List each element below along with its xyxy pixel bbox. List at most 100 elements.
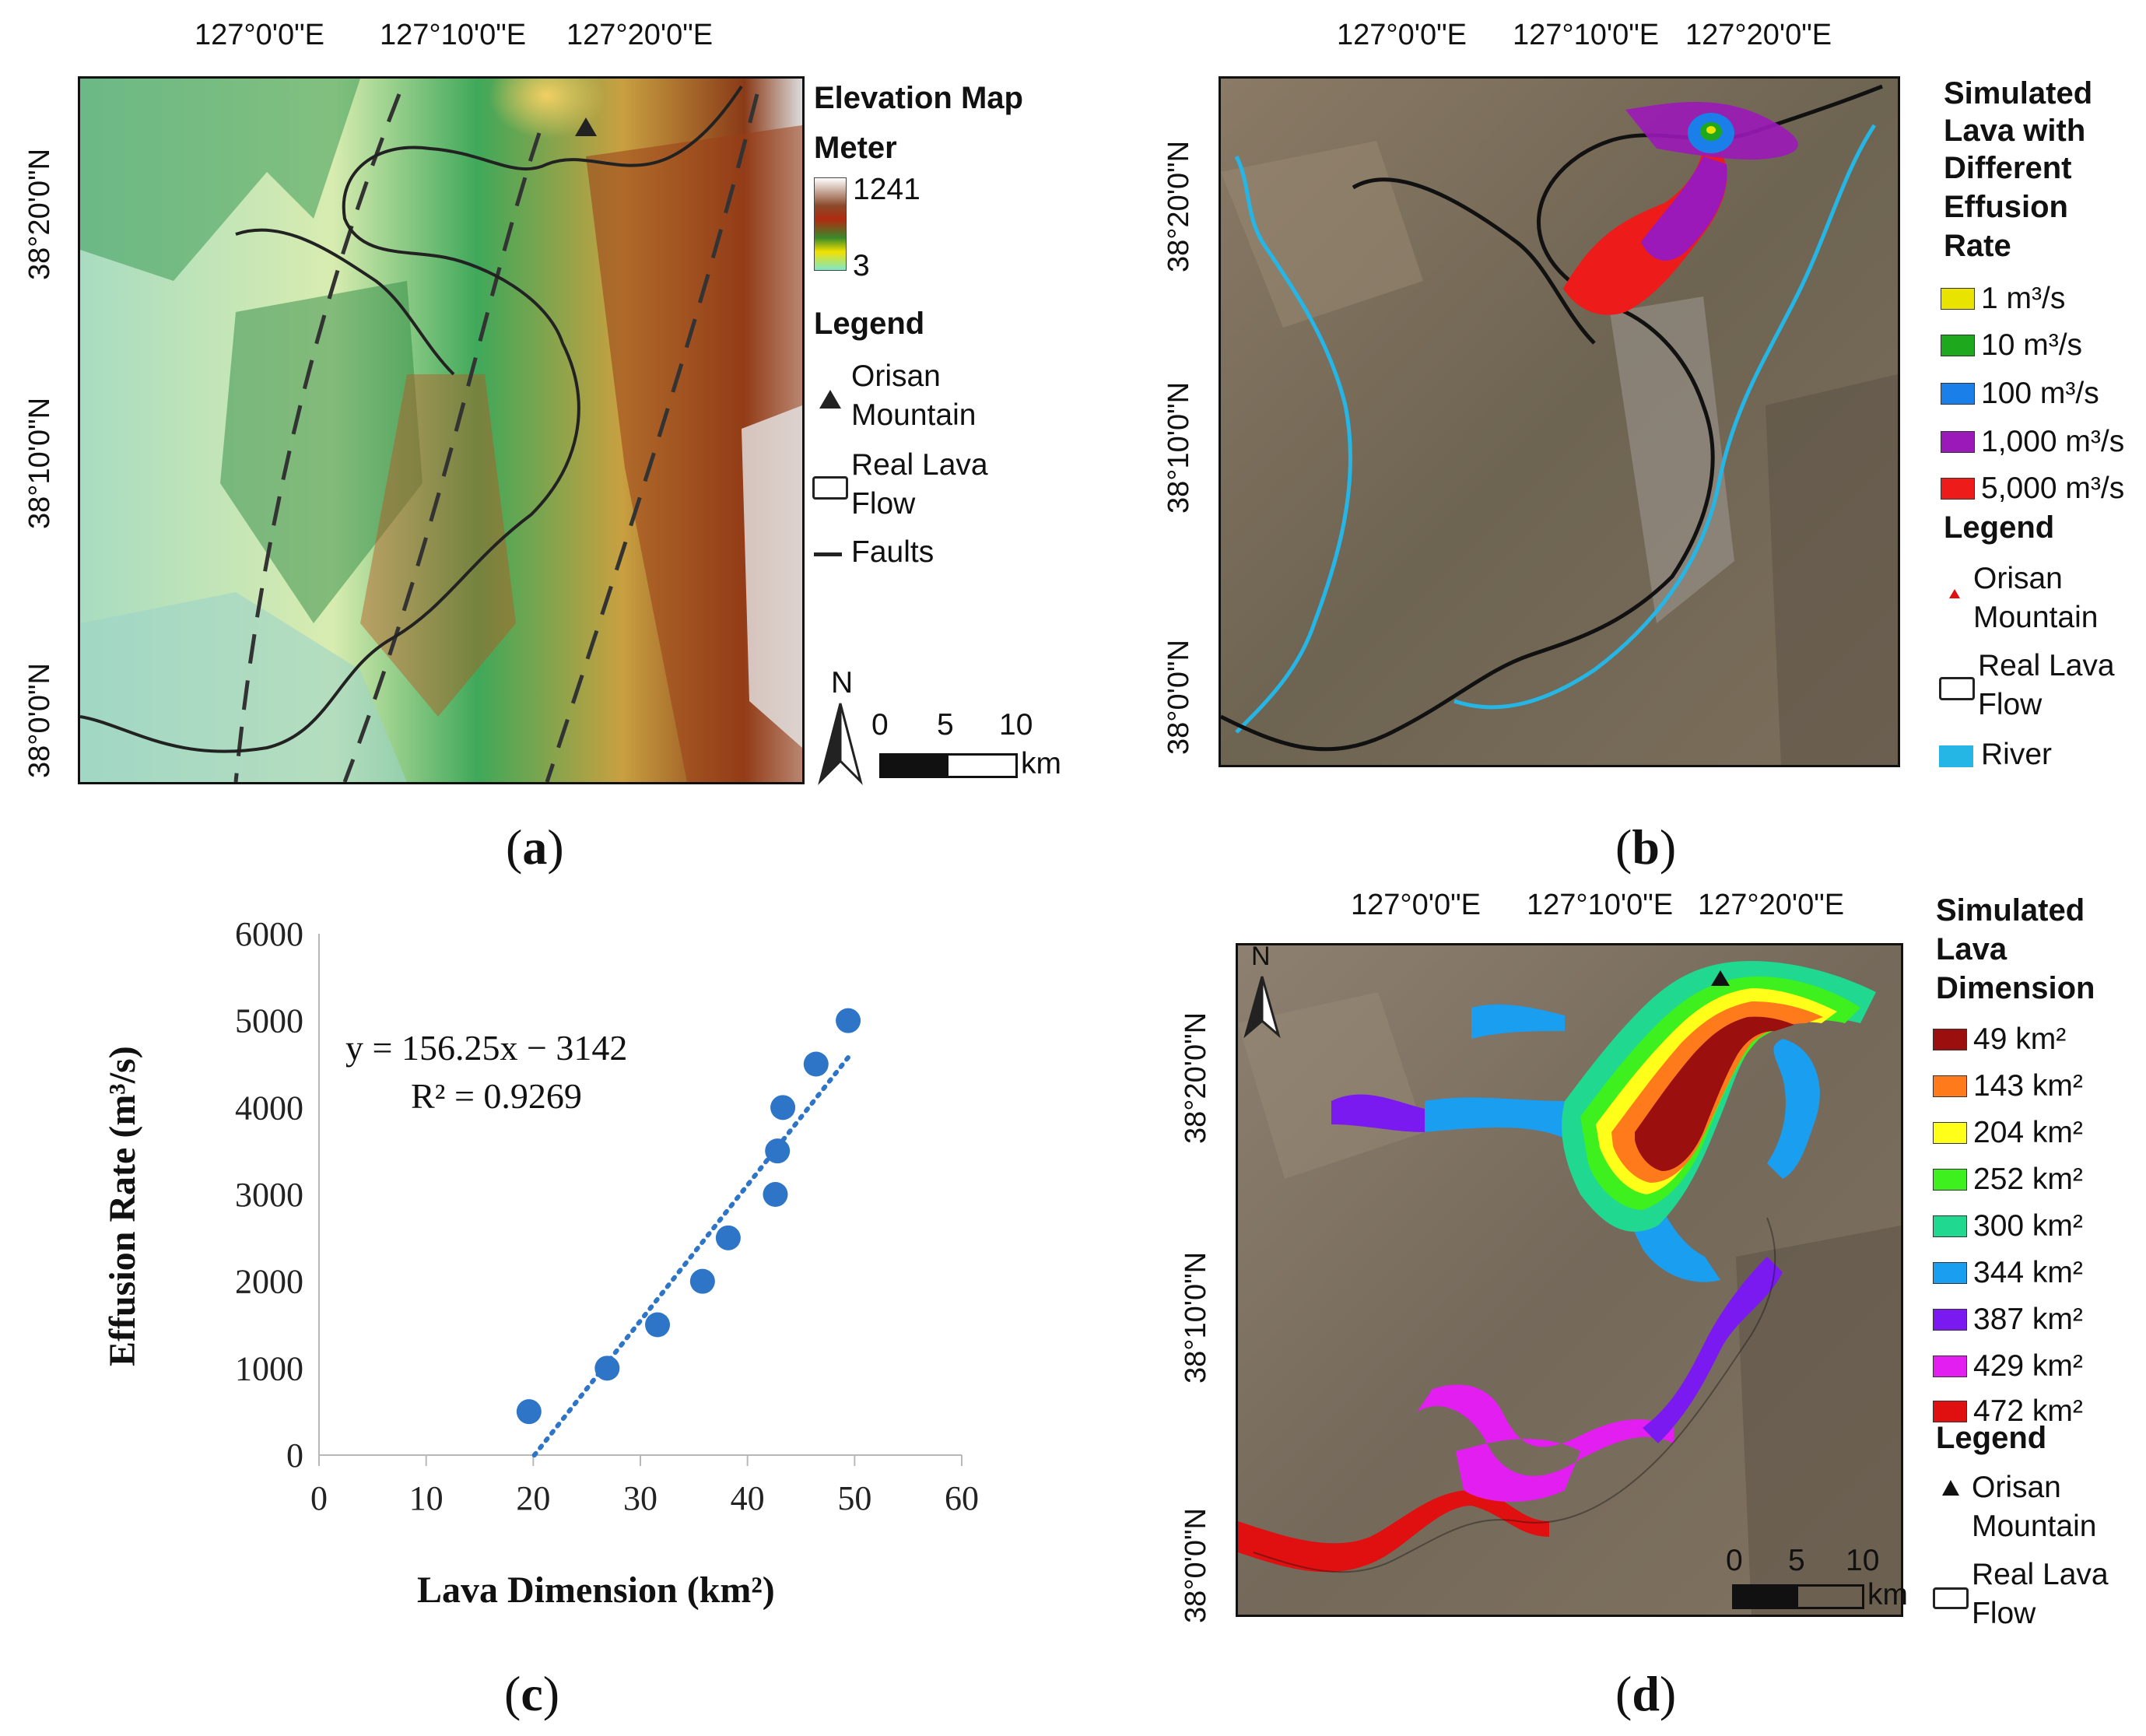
top-tick-d-0: 127°0'0"E (1351, 889, 1481, 921)
dim-swatch-300 (1933, 1215, 1967, 1237)
trendline (531, 1054, 851, 1458)
y-tick-label-5: 5000 (235, 1002, 303, 1040)
y-tick-label-3: 3000 (235, 1176, 303, 1214)
scale-tick-d-0: 0 (1726, 1544, 1743, 1577)
dim-label-143: 143 km² (1973, 1069, 2083, 1103)
top-tick-a-2: 127°20'0"E (566, 19, 714, 51)
legend-heading-d: Legend (1936, 1421, 2047, 1455)
elev-min-label: 3 (853, 249, 870, 282)
equation-label: y = 156.25x − 3142 (345, 1028, 628, 1068)
data-point-0 (516, 1399, 542, 1425)
x-tick-label-3: 30 (623, 1479, 657, 1517)
data-point-6 (765, 1138, 791, 1164)
top-tick-b-1: 127°10'0"E (1513, 19, 1660, 51)
dim-swatch-49 (1933, 1029, 1967, 1050)
caption-a: (a) (506, 819, 564, 875)
dim-legend-title-line3: Dimension (1936, 971, 2095, 1005)
river-swatch-icon (1939, 745, 1973, 767)
scale-bar-d (1732, 1584, 1864, 1609)
scale-tick-d-1: 5 (1788, 1544, 1805, 1577)
rate-swatch-5000 (1941, 478, 1975, 500)
caption-d-letter: d (1632, 1666, 1660, 1721)
dim-swatch-204 (1933, 1122, 1967, 1144)
left-tick-b-0: 38°20'0"N (1162, 140, 1195, 272)
caption-a-letter: a (522, 819, 548, 875)
satellite-map-d (1238, 945, 1901, 1615)
dim-legend-title-line2: Lava (1936, 932, 2007, 966)
rate-legend-title-line1: Simulated (1944, 76, 2093, 110)
rate-label-1000: 1,000 m³/s (1981, 425, 2125, 458)
data-point-3 (689, 1268, 715, 1294)
scale-tick-a-1: 5 (937, 708, 954, 742)
left-tick-a-1: 38°10'0"N (23, 397, 56, 529)
caption-b-letter: b (1632, 819, 1660, 875)
left-tick-a-2: 38°0'0"N (23, 663, 56, 778)
data-point-2 (645, 1312, 671, 1338)
legend-d-orisan-line2: Mountain (1972, 1510, 2097, 1543)
polygon-outline-icon (1939, 677, 1975, 700)
rate-label-5000: 5,000 m³/s (1981, 472, 2125, 505)
y-tick-label-1: 1000 (235, 1349, 303, 1387)
rate-label-100: 100 m³/s (1981, 377, 2099, 410)
dim-label-204: 204 km² (1973, 1116, 2083, 1149)
scatter-chart: 0 1000 2000 3000 4000 5000 6000 0 10 20 30 40 50 60 (235, 915, 979, 1517)
x-tick-label-4: 40 (731, 1479, 765, 1517)
dim-swatch-387 (1933, 1309, 1967, 1331)
north-arrow-icon (1243, 976, 1281, 1038)
polygon-outline-icon (812, 476, 848, 500)
x-axis-label: Lava Dimension (km²) (417, 1569, 775, 1611)
top-tick-a-0: 127°0'0"E (195, 19, 324, 51)
y-axis-label: Effusion Rate (m³/s) (102, 1046, 143, 1366)
top-tick-b-2: 127°20'0"E (1685, 19, 1832, 51)
data-point-1 (594, 1355, 620, 1381)
top-tick-d-2: 127°20'0"E (1698, 889, 1845, 921)
orisan-mountain-marker (1711, 970, 1730, 986)
data-point-9 (836, 1008, 861, 1033)
legend-d-orisan-line1: Orisan (1972, 1471, 2061, 1504)
dim-label-300: 300 km² (1973, 1209, 2083, 1243)
left-tick-d-1: 38°10'0"N (1180, 1251, 1212, 1384)
orisan-mountain-marker (575, 117, 597, 136)
dim-label-252: 252 km² (1973, 1163, 2083, 1196)
y-tick-label-2: 2000 (235, 1263, 303, 1301)
x-tick-label-6: 60 (945, 1479, 979, 1517)
line-icon (814, 552, 842, 556)
left-tick-a-0: 38°20'0"N (23, 148, 56, 280)
dim-swatch-472 (1933, 1401, 1967, 1422)
triangle-icon (1949, 589, 1960, 598)
caption-c: (c) (504, 1666, 560, 1721)
scale-bar-a (879, 753, 1018, 778)
effusion-rate-map (1219, 76, 1900, 767)
left-tick-b-1: 38°10'0"N (1162, 381, 1195, 514)
r2-label: R² = 0.9269 (411, 1076, 582, 1116)
legend-a-lava-line1: Real Lava (851, 448, 988, 482)
legend-b-orisan-line2: Mountain (1973, 601, 2099, 634)
top-tick-a-1: 127°10'0"E (380, 19, 527, 51)
rate-legend-title-line2: Lava with (1944, 114, 2086, 148)
scale-tick-a-0: 0 (871, 708, 889, 742)
elevation-map (78, 76, 805, 784)
legend-heading-b: Legend (1944, 510, 2055, 545)
triangle-icon (1942, 1480, 1959, 1496)
dim-label-472: 472 km² (1973, 1394, 2083, 1428)
y-tick-label-6: 6000 (235, 915, 303, 953)
legend-heading-a: Legend (814, 307, 925, 341)
left-tick-b-2: 38°0'0"N (1162, 640, 1195, 755)
data-point-8 (803, 1051, 829, 1077)
rate-swatch-10 (1941, 335, 1975, 356)
legend-d-lava-line1: Real Lava (1972, 1558, 2109, 1591)
left-tick-d-2: 38°0'0"N (1180, 1508, 1212, 1623)
left-tick-d-0: 38°20'0"N (1180, 1012, 1212, 1144)
triangle-icon (819, 390, 841, 409)
dim-swatch-344 (1933, 1262, 1967, 1284)
data-point-4 (715, 1225, 741, 1250)
scale-unit-a: km (1021, 747, 1061, 780)
x-tick-label-0: 0 (310, 1479, 328, 1517)
scale-tick-a-2: 10 (999, 708, 1033, 742)
legend-b-lava-line2: Flow (1978, 688, 2043, 721)
scale-tick-d-2: 10 (1846, 1544, 1880, 1577)
x-tick-label-1: 10 (409, 1479, 444, 1517)
dim-legend-title-line1: Simulated (1936, 893, 2085, 928)
dim-swatch-252 (1933, 1169, 1967, 1191)
x-tick-label-2: 20 (516, 1479, 550, 1517)
